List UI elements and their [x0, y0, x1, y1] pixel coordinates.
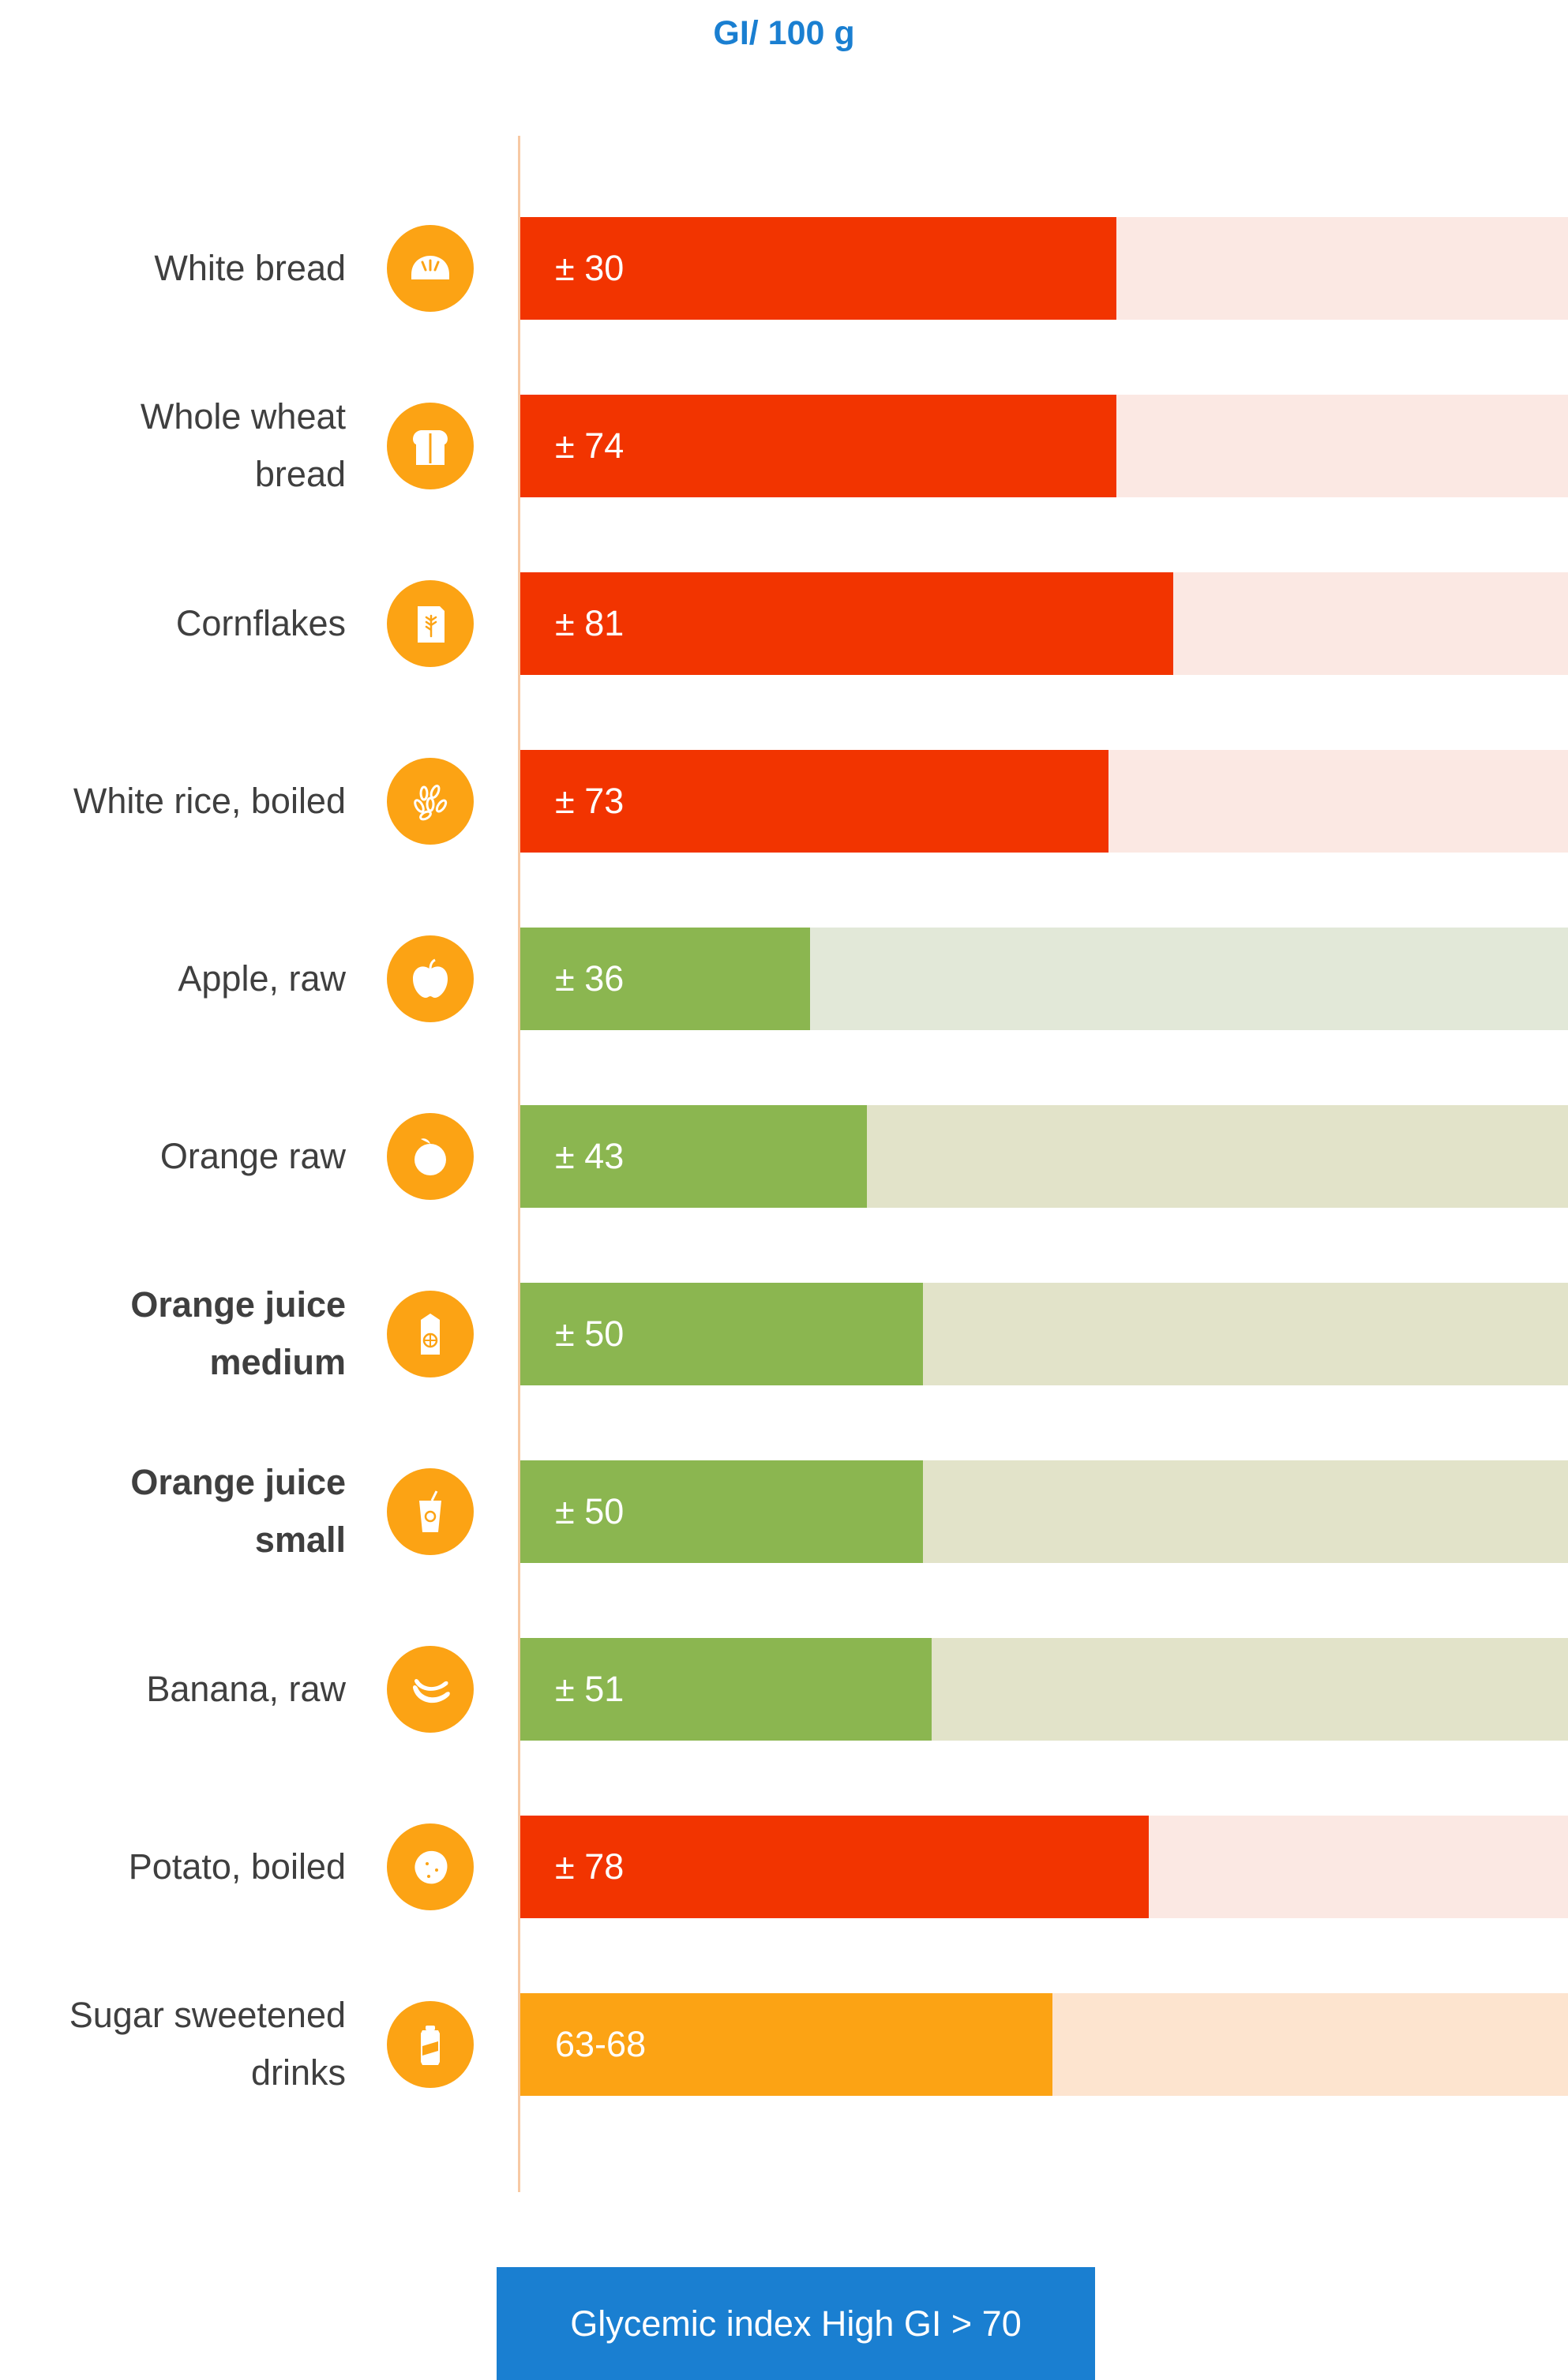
bar [520, 928, 811, 1030]
category-label-text: White bread [154, 240, 346, 298]
bar-row: Banana, raw ± 51 [0, 1638, 1568, 1741]
category-label-text: Whole wheat bread [141, 388, 346, 504]
data-label: 63-68 [555, 2024, 647, 2064]
category-label: White rice, boiled [0, 750, 346, 853]
bar-row: White rice, boiled ± 73 [0, 750, 1568, 853]
legend-button[interactable]: Glycemic index High GI > 70 [497, 2267, 1095, 2380]
bar [520, 1105, 867, 1208]
category-label-line: bread [254, 454, 346, 494]
category-label-text: Cornflakes [176, 595, 346, 653]
category-label: White bread [0, 217, 346, 320]
category-label: Banana, raw [0, 1638, 346, 1741]
category-label: Orange juice small [0, 1460, 346, 1563]
bar [520, 1460, 924, 1563]
bar-row: Potato, boiled ± 78 [0, 1816, 1568, 1918]
category-label: Cornflakes [0, 572, 346, 675]
juice-carton-icon [387, 1291, 474, 1377]
category-label-text: White rice, boiled [73, 773, 346, 830]
bar-row: Orange juice medium ± 50 [0, 1283, 1568, 1385]
category-label-line: White bread [154, 247, 346, 288]
category-label-text: Orange raw [160, 1128, 346, 1186]
juice-glass-icon [387, 1468, 474, 1555]
data-label: ± 73 [555, 781, 625, 821]
category-label-line: Orange juice [130, 1462, 346, 1503]
bar [520, 572, 1173, 675]
category-label-line: small [254, 1520, 346, 1560]
category-label-text: Orange juice small [130, 1454, 346, 1569]
bar-track: ± 78 [520, 1816, 1568, 1918]
bar-track: ± 43 [520, 1105, 1568, 1208]
data-label: ± 50 [555, 1314, 625, 1354]
bar-row: Sugar sweetened drinks 63-68 [0, 1993, 1568, 2096]
category-label-line: medium [209, 1342, 346, 1382]
bar-track: ± 74 [520, 395, 1568, 497]
bread-loaf-icon [387, 225, 474, 312]
data-label: ± 30 [555, 248, 625, 288]
category-label-text: Banana, raw [146, 1661, 346, 1718]
category-label-line: drinks [250, 2052, 346, 2093]
category-label: Apple, raw [0, 928, 346, 1030]
category-label-text: Orange juice medium [130, 1276, 346, 1392]
bar-track: ± 81 [520, 572, 1568, 675]
bar-track: ± 73 [520, 750, 1568, 853]
cereal-box-icon [387, 580, 474, 667]
data-label: ± 43 [555, 1136, 625, 1176]
bar [520, 750, 1109, 853]
category-label: Orange juice medium [0, 1283, 346, 1385]
bar [520, 395, 1117, 497]
category-label-line: Potato, boiled [128, 1846, 346, 1887]
bread-slice-icon [387, 403, 474, 489]
soda-can-icon [387, 2001, 474, 2088]
category-label: Potato, boiled [0, 1816, 346, 1918]
data-label: ± 51 [555, 1669, 625, 1709]
banana-icon [387, 1646, 474, 1733]
category-label: Whole wheat bread [0, 395, 346, 497]
data-label: ± 50 [555, 1491, 625, 1531]
bar-track: ± 50 [520, 1460, 1568, 1563]
bar-track: ± 50 [520, 1283, 1568, 1385]
axis-line [518, 136, 520, 2192]
rice-grains-icon [387, 758, 474, 845]
bar-row: Orange juice small ± 50 [0, 1460, 1568, 1563]
category-label-text: Potato, boiled [129, 1838, 346, 1896]
category-label-line: Whole wheat [140, 396, 346, 437]
data-label: ± 36 [555, 958, 625, 999]
category-label: Orange raw [0, 1105, 346, 1208]
category-label-line: Sugar sweetened [69, 1995, 346, 2036]
bar-track: ± 30 [520, 217, 1568, 320]
bar-track: ± 36 [520, 928, 1568, 1030]
category-label-line: White rice, boiled [73, 780, 346, 821]
bar [520, 217, 1117, 320]
bar-track: ± 51 [520, 1638, 1568, 1741]
bar-row: Apple, raw ± 36 [0, 928, 1568, 1030]
chart-title: GI/ 100 g [713, 14, 855, 52]
data-label: ± 74 [555, 425, 625, 466]
orange-icon [387, 1113, 474, 1200]
bar-row: Orange raw ± 43 [0, 1105, 1568, 1208]
category-label-text: Apple, raw [178, 950, 346, 1008]
category-label-line: Banana, raw [146, 1668, 346, 1709]
data-label: ± 81 [555, 603, 625, 643]
category-label-line: Orange juice [130, 1284, 346, 1325]
category-label-line: Orange raw [159, 1135, 346, 1176]
category-label-text: Sugar sweetened drinks [69, 1987, 346, 2102]
bar-track: 63-68 [520, 1993, 1568, 2096]
bar-row: White bread ± 30 [0, 217, 1568, 320]
bar [520, 1638, 932, 1741]
bar [520, 1993, 1052, 2096]
category-label: Sugar sweetened drinks [0, 1993, 346, 2096]
bar-row: Whole wheat bread ± 74 [0, 395, 1568, 497]
data-label: ± 78 [555, 1846, 625, 1887]
category-label-line: Cornflakes [175, 602, 346, 643]
bar-row: Cornflakes ± 81 [0, 572, 1568, 675]
apple-icon [387, 935, 474, 1022]
bar [520, 1816, 1150, 1918]
bar [520, 1283, 924, 1385]
potato-icon [387, 1823, 474, 1910]
category-label-line: Apple, raw [178, 958, 346, 999]
